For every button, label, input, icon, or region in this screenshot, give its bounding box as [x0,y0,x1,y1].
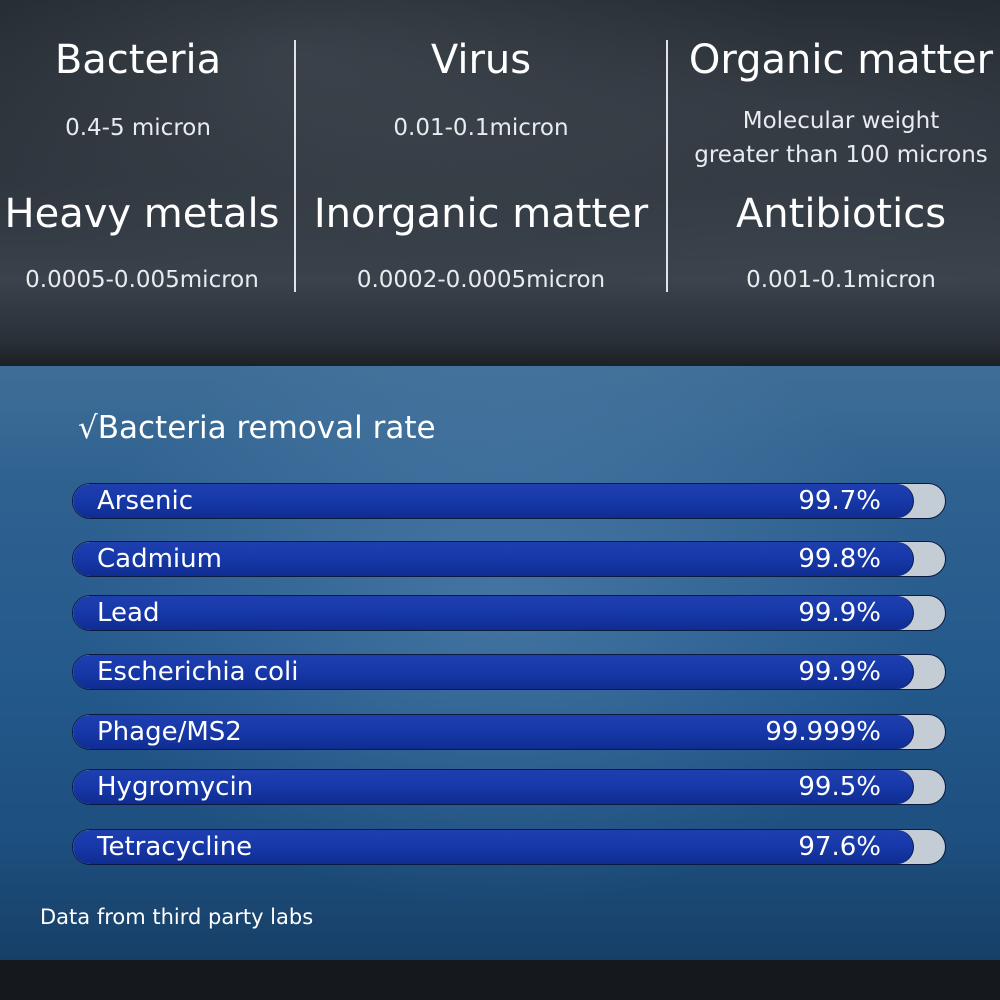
bar-label: Lead [97,598,160,628]
category-virus: Virus 0.01-0.1micron [300,36,662,144]
bar-value: 99.9% [798,657,881,687]
category-size: 0.001-0.1micron [746,267,936,293]
category-heavy-metals: Heavy metals 0.0005-0.005micron [0,190,284,296]
category-inorganic-matter: Inorganic matter 0.0002-0.0005micron [300,190,662,296]
top-background [0,0,1000,360]
category-size: 0.0005-0.005micron [25,267,259,293]
bar-fill [73,484,914,518]
bar-fill [73,715,914,749]
bar-fill [73,830,914,864]
bar-label: Hygromycin [97,772,254,802]
divider [666,40,668,292]
category-name: Inorganic matter [313,191,649,237]
bar-fill [73,542,914,576]
category-bacteria: Bacteria 0.4-5 micron [0,36,276,144]
divider [294,40,296,292]
category-size-line: Molecular weight [742,108,940,134]
removal-bar-escherichia-coli: Escherichia coli 99.9% [72,654,946,690]
bar-value: 99.8% [798,544,881,574]
category-name: Bacteria [54,37,222,83]
category-size: Molecular weight greater than 100 micron… [676,104,1000,172]
category-name: Organic matter [688,37,994,83]
removal-bar-arsenic: Arsenic 99.7% [72,483,946,519]
removal-bar-hygromycin: Hygromycin 99.5% [72,769,946,805]
bar-fill [73,655,914,689]
removal-bar-cadmium: Cadmium 99.8% [72,541,946,577]
category-size: 0.01-0.1micron [393,115,569,141]
bar-label: Arsenic [97,486,194,516]
bar-label: Phage/MS2 [97,717,242,747]
removal-bar-lead: Lead 99.9% [72,595,946,631]
removal-bar-phage-ms2: Phage/MS2 99.999% [72,714,946,750]
category-name: Heavy metals [4,191,280,237]
bar-label: Escherichia coli [97,657,299,687]
category-antibiotics: Antibiotics 0.001-0.1micron [676,190,1000,296]
bar-fill [73,770,914,804]
bar-value: 99.7% [798,486,881,516]
category-organic-matter: Organic matter Molecular weight greater … [676,36,1000,172]
bar-value: 99.999% [765,717,881,747]
category-name: Antibiotics [735,191,947,237]
category-size-line: greater than 100 microns [694,142,988,168]
bar-value: 99.5% [798,772,881,802]
category-size: 0.0002-0.0005micron [356,267,606,293]
bar-value: 99.9% [798,598,881,628]
category-size: 0.4-5 micron [65,115,211,141]
removal-bar-tetracycline: Tetracycline 97.6% [72,829,946,865]
category-name: Virus [430,37,532,83]
bottom-strip [0,960,1000,1000]
removal-title: √Bacteria removal rate [78,410,436,446]
bar-label: Cadmium [97,544,222,574]
bar-value: 97.6% [798,832,881,862]
footnote: Data from third party labs [40,905,314,929]
bar-fill [73,596,914,630]
bar-label: Tetracycline [97,832,253,862]
